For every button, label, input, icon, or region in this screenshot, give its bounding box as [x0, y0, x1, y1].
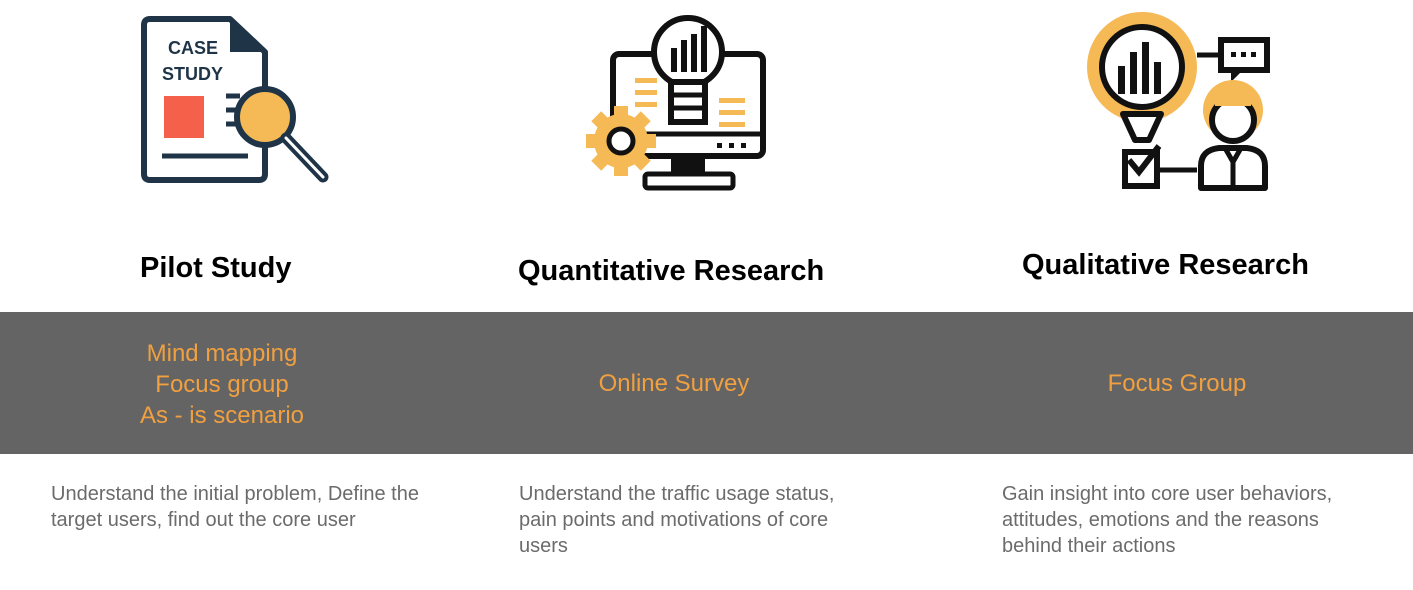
- quantitative-research-description: Understand the traffic usage status, pai…: [519, 483, 835, 557]
- pilot-study-title: Pilot Study: [140, 252, 292, 284]
- qualitative-research-description: Gain insight into core user behaviors, a…: [1002, 483, 1333, 557]
- quantitative-research-methods: Online Survey: [524, 368, 824, 399]
- method-item: Mind mapping: [146, 340, 298, 367]
- qualitative-research-title: Qualitative Research: [1022, 249, 1309, 281]
- method-item: Focus Group: [1107, 370, 1247, 397]
- pilot-study-methods: Mind mapping Focus group As - is scenari…: [72, 338, 372, 431]
- pilot-study-description: Understand the initial problem, Define t…: [51, 483, 419, 531]
- quantitative-research-title: Quantitative Research: [518, 255, 825, 287]
- qualitative-research-methods: Focus Group: [1027, 368, 1327, 399]
- method-item: Focus group: [155, 371, 289, 398]
- qualitative-research-icon: [1085, 10, 1275, 197]
- icon-text-study: STUDY: [162, 64, 223, 84]
- case-study-icon: CASE STUDY: [140, 14, 335, 194]
- quantitative-research-icon: [585, 10, 770, 197]
- method-item: As - is scenario: [139, 402, 305, 429]
- method-item: Online Survey: [598, 370, 750, 397]
- methods-band: [0, 312, 1413, 454]
- icon-text-case: CASE: [168, 38, 218, 58]
